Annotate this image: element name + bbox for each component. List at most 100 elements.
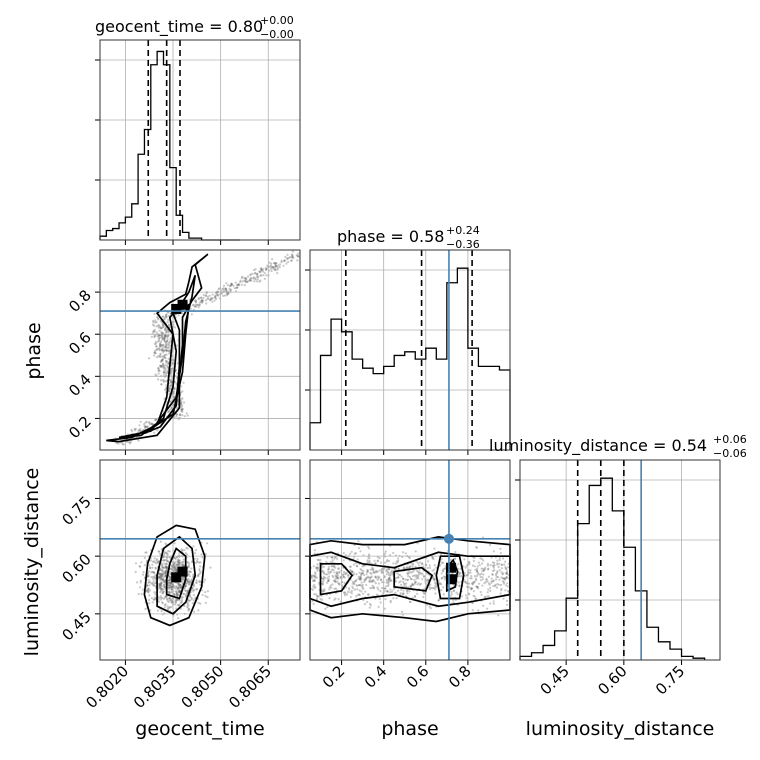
sample-point xyxy=(153,334,156,338)
sample-point xyxy=(403,585,406,588)
sample-point xyxy=(155,559,158,562)
sample-point xyxy=(469,569,472,572)
sample-point xyxy=(181,414,184,417)
sample-point xyxy=(186,580,190,583)
density-peak-cell-1 xyxy=(177,299,188,310)
sample-point xyxy=(372,570,375,574)
sample-point xyxy=(149,559,152,562)
sample-point xyxy=(442,568,445,571)
sample-point xyxy=(326,577,329,580)
sample-point xyxy=(178,559,181,562)
sample-point xyxy=(470,587,473,590)
sample-point xyxy=(241,280,244,283)
sample-point xyxy=(153,350,156,353)
sample-point xyxy=(494,583,497,587)
sample-point xyxy=(156,335,159,338)
sample-point xyxy=(402,580,405,584)
sample-point xyxy=(183,586,186,589)
sample-point xyxy=(169,367,173,371)
sample-point xyxy=(402,592,405,595)
sample-point xyxy=(151,601,154,604)
sample-point xyxy=(157,597,160,600)
sample-point xyxy=(426,566,429,570)
sample-point xyxy=(313,549,316,552)
sample-point xyxy=(183,604,186,608)
sample-point xyxy=(167,334,170,337)
sample-point xyxy=(159,583,162,586)
sample-point xyxy=(240,283,243,286)
sample-point xyxy=(162,583,166,586)
sample-point xyxy=(312,585,315,588)
sample-point xyxy=(264,267,267,270)
sample-point xyxy=(163,552,166,555)
sample-point xyxy=(464,574,467,577)
sample-point xyxy=(374,597,377,600)
sample-point xyxy=(458,572,461,576)
sample-point xyxy=(492,602,495,605)
sample-point xyxy=(411,571,414,574)
sample-point xyxy=(184,595,187,598)
sample-point xyxy=(153,598,156,601)
sample-point xyxy=(148,564,151,567)
contour-geocent_time-luminosity_distance-1 xyxy=(156,535,197,615)
sample-point xyxy=(184,583,187,586)
panel-frame-phase xyxy=(309,249,511,451)
sample-point xyxy=(235,286,239,289)
xlabel-luminosity-distance: luminosity_distance xyxy=(526,718,715,740)
sample-point xyxy=(397,576,400,579)
sample-point xyxy=(159,573,163,576)
sample-point xyxy=(186,602,189,606)
sample-point xyxy=(144,551,147,554)
sample-point xyxy=(500,563,504,566)
sample-point xyxy=(175,594,178,597)
sample-point xyxy=(162,590,165,593)
sample-point xyxy=(335,572,338,575)
sample-point xyxy=(160,573,163,576)
sample-point xyxy=(315,566,318,570)
sample-point xyxy=(165,343,168,346)
sample-point xyxy=(386,590,389,593)
sample-point xyxy=(187,573,190,576)
sample-point xyxy=(187,581,190,584)
sample-point xyxy=(262,274,265,277)
sample-point xyxy=(492,579,495,582)
sample-point xyxy=(472,559,475,563)
sample-point xyxy=(190,561,193,564)
sample-point xyxy=(166,365,169,368)
sample-point xyxy=(411,563,414,566)
sample-point xyxy=(384,587,387,590)
sample-point xyxy=(387,583,390,586)
sample-point xyxy=(483,595,486,599)
sample-point xyxy=(180,564,184,567)
sample-point xyxy=(431,556,434,559)
sample-point xyxy=(181,312,184,315)
sample-point xyxy=(403,583,406,586)
sample-point xyxy=(395,576,398,580)
sample-point xyxy=(158,343,161,347)
sample-point xyxy=(159,590,162,594)
sample-point xyxy=(356,584,359,587)
sample-point xyxy=(129,441,132,444)
sample-point xyxy=(452,589,455,592)
sample-point xyxy=(154,593,157,596)
scatter-geocent_time-phase-ytick-label-2: 0.6 xyxy=(65,328,95,358)
sample-point xyxy=(408,565,411,568)
sample-point xyxy=(187,577,190,581)
sample-point xyxy=(428,588,431,591)
sample-point xyxy=(165,566,168,569)
sample-point xyxy=(492,550,495,553)
sample-point xyxy=(181,407,184,411)
sample-point xyxy=(178,561,181,565)
sample-point xyxy=(157,324,160,327)
sample-point xyxy=(160,598,163,601)
sample-point xyxy=(317,559,320,562)
sample-point xyxy=(454,598,457,602)
sample-point xyxy=(434,584,437,587)
sample-point xyxy=(331,574,334,577)
sample-point xyxy=(486,568,490,571)
sample-point xyxy=(249,277,252,280)
sample-point xyxy=(177,584,180,587)
sample-point xyxy=(355,578,358,582)
title-phase-sup: +0.24 xyxy=(446,224,480,237)
sample-point xyxy=(195,581,198,584)
